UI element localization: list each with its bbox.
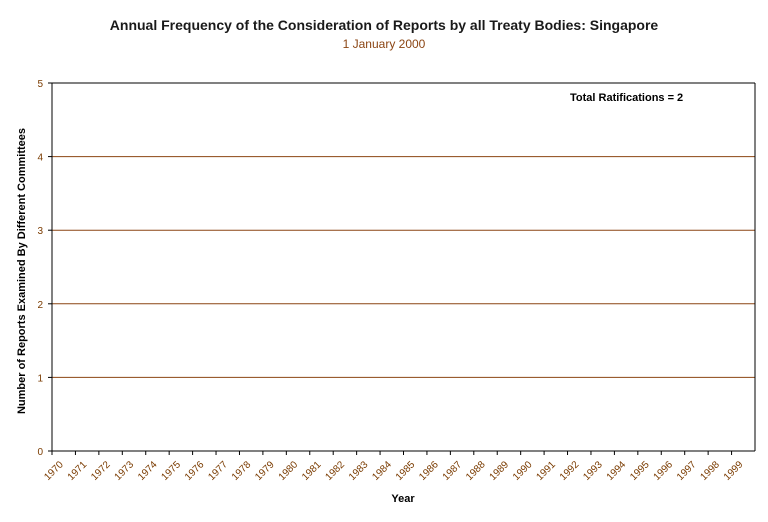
x-tick-label-1978: 1978 xyxy=(230,459,254,483)
x-axis-title: Year xyxy=(391,493,415,505)
x-tick-label-1990: 1990 xyxy=(511,459,535,483)
x-tick-label-1979: 1979 xyxy=(253,459,277,483)
x-tick-label-1995: 1995 xyxy=(628,459,652,483)
y-tick-label-1: 1 xyxy=(37,373,43,384)
x-tick-label-1970: 1970 xyxy=(42,459,66,483)
x-tick-label-1985: 1985 xyxy=(394,459,418,483)
x-tick-label-1996: 1996 xyxy=(652,459,676,483)
x-tick-label-1991: 1991 xyxy=(534,459,558,483)
x-tick-label-1999: 1999 xyxy=(722,459,746,483)
y-tick-label-4: 4 xyxy=(37,153,43,164)
y-axis-title: Number of Reports Examined By Different … xyxy=(16,128,28,414)
x-tick-label-1987: 1987 xyxy=(441,459,465,483)
x-tick-label-1988: 1988 xyxy=(464,459,488,483)
x-tick-label-1981: 1981 xyxy=(300,459,324,483)
x-tick-label-1986: 1986 xyxy=(417,459,441,483)
x-tick-label-1977: 1977 xyxy=(206,459,230,483)
x-tick-label-1976: 1976 xyxy=(183,459,207,483)
x-tick-label-1993: 1993 xyxy=(581,459,605,483)
x-tick-label-1994: 1994 xyxy=(605,459,629,483)
y-tick-label-3: 3 xyxy=(37,226,43,237)
x-tick-labels: 1970 1971 1972 1973 1974 1975 1976 1977 1978 1979… xyxy=(42,459,745,483)
axes xyxy=(51,83,756,455)
x-tick-label-1983: 1983 xyxy=(347,459,371,483)
chart-subtitle: 1 January 2000 xyxy=(342,37,426,51)
x-tick-label-1997: 1997 xyxy=(675,459,699,483)
x-tick-label-1992: 1992 xyxy=(558,459,582,483)
x-tick-label-1984: 1984 xyxy=(370,459,394,483)
total-ratifications-annotation: Total Ratifications = 2 xyxy=(570,92,683,104)
gridlines xyxy=(52,82,755,378)
y-tick-label-2: 2 xyxy=(37,300,43,311)
y-tick-labels: 0 1 2 3 4 5 xyxy=(37,79,52,458)
x-tick-label-1971: 1971 xyxy=(66,459,90,483)
x-tick-label-1972: 1972 xyxy=(89,459,113,483)
x-tick-label-1998: 1998 xyxy=(698,459,722,483)
y-tick-label-0: 0 xyxy=(37,447,43,458)
x-tick-label-1989: 1989 xyxy=(488,459,512,483)
x-tick-label-1974: 1974 xyxy=(136,459,160,483)
y-tick-label-5: 5 xyxy=(37,79,43,90)
x-tick-label-1973: 1973 xyxy=(113,459,137,483)
chart-title: Annual Frequency of the Consideration of… xyxy=(109,17,659,33)
x-tick-label-1975: 1975 xyxy=(159,459,183,483)
x-tick-label-1980: 1980 xyxy=(277,459,301,483)
x-tick-label-1982: 1982 xyxy=(324,459,348,483)
